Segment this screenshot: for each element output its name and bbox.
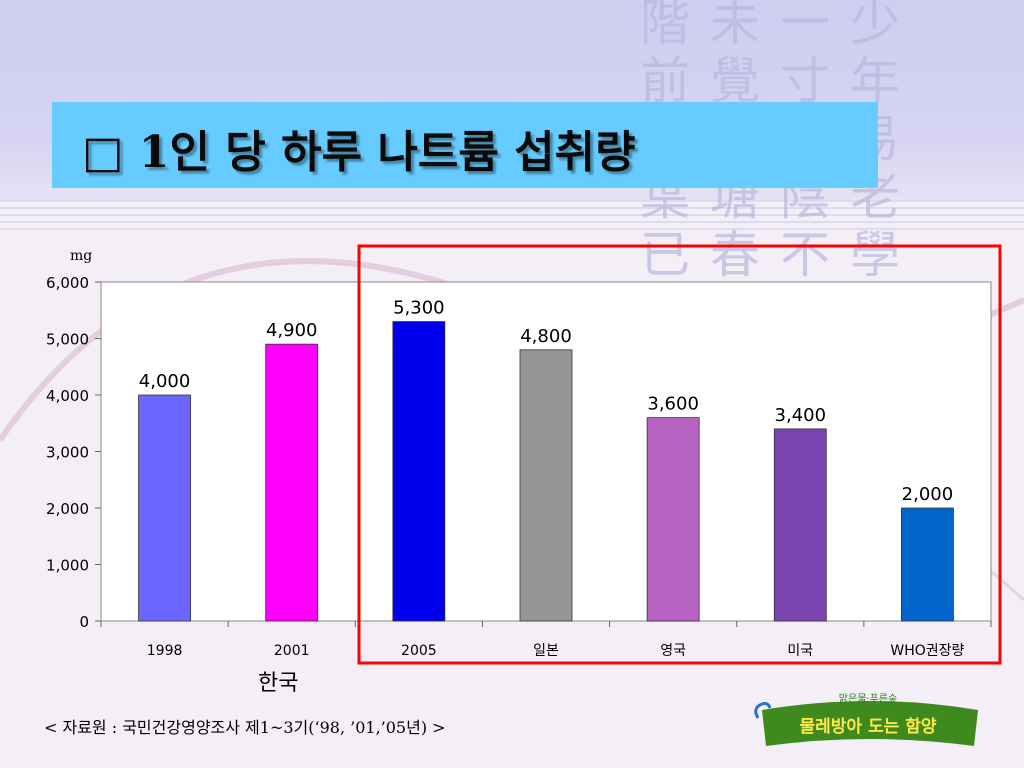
hanja-character: 未	[710, 0, 760, 52]
wave-icon	[754, 702, 772, 719]
y-tick-label: 6,000	[46, 274, 89, 292]
hanja-character: 春	[710, 226, 760, 284]
hanja-character: 少	[850, 0, 900, 52]
value-label: 3,400	[775, 405, 827, 426]
header-stripes	[0, 200, 1024, 230]
hanja-character: 已	[640, 226, 690, 284]
y-tick-label: 5,000	[46, 331, 89, 349]
value-label: 4,900	[266, 320, 318, 341]
hanja-character: 一	[780, 0, 830, 52]
hanja-character: 階	[640, 0, 690, 52]
korea-group-label: 한국	[258, 671, 299, 696]
source-note: < 자료원 : 국민건강영양조사 제1~3기(‘98, ’01,’05년) >	[44, 718, 446, 737]
bar-7	[901, 507, 954, 622]
bars	[138, 321, 954, 622]
hanja-character: 前	[640, 52, 690, 110]
x-tick-label: 영국	[660, 643, 686, 659]
highlight-box	[357, 244, 1002, 665]
hanja-character: 覺	[710, 52, 760, 110]
value-label: 3,600	[647, 394, 699, 415]
x-tick-label: 2005	[401, 643, 437, 659]
title-banner	[52, 102, 878, 188]
x-tick-label: 일본	[533, 643, 559, 659]
value-label: 2,000	[902, 484, 954, 505]
y-tick-label: 2,000	[46, 500, 89, 518]
hanja-character: 學	[850, 226, 900, 284]
logo-main-text: 물레방아 도는 함양	[800, 716, 937, 737]
hanja-character: 寸	[780, 52, 830, 110]
hanja-character: 不	[780, 226, 830, 284]
bar-1	[138, 394, 191, 622]
hamyang-logo: 맑은물·푸른숲 물레방아 도는 함양	[754, 693, 978, 746]
value-label: 5,300	[393, 298, 445, 319]
y-axis-unit-label: mg	[70, 248, 92, 264]
bar-2	[265, 343, 319, 622]
x-tick-label: 1998	[147, 643, 183, 659]
bar-4	[519, 349, 573, 622]
bar-6	[773, 428, 827, 622]
logo-top-text: 맑은물·푸른숲	[839, 693, 897, 705]
x-tick-label: 미국	[787, 643, 813, 659]
value-label: 4,000	[139, 371, 191, 392]
x-tick-label: 2001	[274, 643, 310, 659]
value-labels: 4,000 4,900 5,300 4,800 3,600 3,400 2,000	[139, 298, 953, 505]
x-tick-label: WHO권장량	[890, 643, 964, 659]
y-tick-label: 3,000	[46, 444, 89, 462]
value-label: 4,800	[520, 326, 572, 347]
bar-5	[646, 417, 700, 622]
x-axis: 1998 2001 2005 일본 영국 미국 WHO권장량	[100, 621, 992, 659]
hanja-character: 年	[850, 52, 900, 110]
y-tick-label: 4,000	[46, 387, 89, 405]
y-tick-label: 0	[79, 613, 89, 631]
y-axis: 0 1,000 2,000 3,000 4,000 5,000 6,000	[46, 274, 101, 631]
page-title: □ 1인 당 하루 나트륨 섭취량	[82, 127, 636, 178]
logo-banner-shape	[762, 701, 978, 746]
bar-3	[392, 321, 446, 622]
y-tick-label: 1,000	[46, 557, 89, 575]
